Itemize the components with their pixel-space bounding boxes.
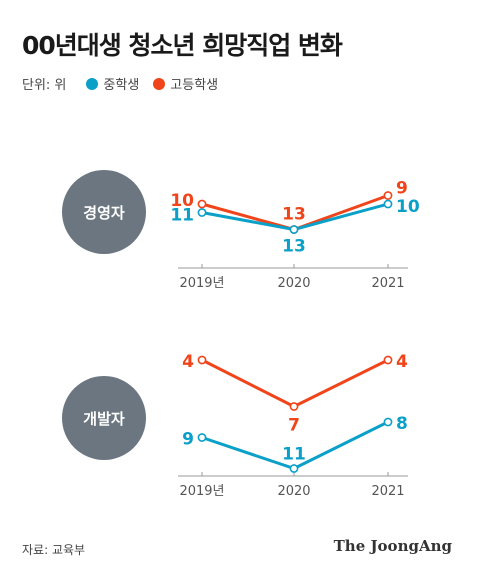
source-note: 자료: 교육부: [22, 543, 86, 557]
chart-2-data-label-1-1: 7: [288, 416, 300, 436]
chart-2-x-tick-label-0: 2019년: [179, 484, 224, 499]
legend-item-middle: 중학생: [86, 74, 139, 93]
chart-2-point-1-2: [383, 355, 393, 365]
chart-1-category-badge: 경영자: [62, 170, 146, 254]
chart-2-data-label-0-2: 8: [396, 414, 408, 434]
chart-1-data-label-1-2: 9: [396, 179, 408, 199]
chart-2-point-0-2: [383, 417, 393, 427]
chart-2-point-0-1: [289, 464, 299, 473]
chart-1-data-label-0-1: 13: [282, 237, 306, 257]
legend-dot-middle: [86, 77, 99, 90]
legend-label-high: 고등학생: [170, 78, 219, 93]
legend-item-high: 고등학생: [153, 74, 218, 93]
legend-dot-high: [153, 77, 166, 90]
brand-logo: The JoongAng: [333, 537, 452, 555]
chart-2-data-label-0-1: 11: [282, 445, 306, 465]
chart-2-series-line-1: [201, 358, 389, 408]
chart-1-point-1-0: [197, 199, 207, 209]
chart-2-data-label-1-0: 4: [182, 352, 194, 372]
chart-2-x-tick-label-2: 2021: [371, 484, 404, 499]
chart-2-data-label-0-0: 9: [182, 430, 194, 450]
chart-2-category-badge: 개발자: [62, 376, 146, 460]
chart-1-point-1-2: [383, 191, 393, 200]
chart-1-point-0-2: [383, 199, 393, 209]
unit-label: 단위: 위: [22, 78, 67, 93]
legend-label-middle: 중학생: [103, 78, 140, 93]
chart-2-point-0-0: [197, 433, 207, 442]
chart-2-point-1-1: [289, 402, 299, 411]
chart-2-x-tick-label-1: 2020: [277, 484, 310, 499]
chart-1-point-0-1: [289, 225, 299, 234]
chart-1-data-label-1-1: 13: [282, 205, 306, 225]
legend: 단위: 위 중학생 고등학생: [22, 74, 232, 93]
chart-1-data-label-0-2: 10: [396, 197, 420, 217]
chart-2-point-1-0: [197, 355, 207, 365]
chart-1-point-0-0: [197, 208, 207, 217]
chart-1-data-label-1-0: 10: [170, 191, 194, 211]
chart-1-x-tick-label-2: 2021: [371, 276, 404, 291]
chart-1-x-tick-label-1: 2020: [277, 276, 310, 291]
chart-1-x-tick-label-0: 2019년: [179, 276, 224, 291]
page-title: 00년대생 청소년 희망직업 변화: [22, 31, 343, 60]
chart-2-data-label-1-2: 4: [396, 352, 408, 372]
chart-1-data-label-0-0: 11: [170, 206, 194, 226]
